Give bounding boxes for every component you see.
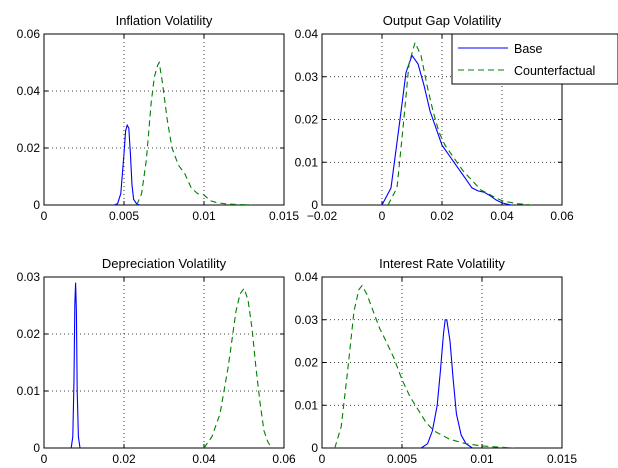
y-tick-label: 0.03 (17, 270, 41, 284)
panel-depreciation-volatility: 0 0.02 0.04 0.06 0 0.01 0.02 0.03 Depreciation V… (17, 256, 296, 466)
legend-label-base: Base (514, 42, 543, 56)
panel-inflation-volatility: 0 0.005 0.01 0.015 0 0.02 0.04 0.06 Inflation Vo… (17, 13, 300, 223)
x-tick-label: 0.01 (192, 209, 216, 223)
x-tick-label: 0.005 (109, 209, 139, 223)
panel-title: Inflation Volatility (116, 13, 213, 28)
x-tick-label: 0.04 (192, 452, 216, 466)
y-tick-label: 0.02 (295, 356, 319, 370)
x-tick-label: 0 (319, 452, 326, 466)
x-tick-label: 0.06 (272, 452, 296, 466)
x-tick-label: 0.01 (470, 452, 494, 466)
y-tick-label: 0.01 (17, 384, 41, 398)
x-tick-label: 0.005 (387, 452, 417, 466)
panel-title: Output Gap Volatility (383, 13, 502, 28)
series-line-counterfactual (334, 284, 515, 448)
y-tick-label: 0 (33, 441, 40, 455)
y-tick-label: 0.02 (17, 141, 41, 155)
x-tick-label: 0 (41, 209, 48, 223)
x-tick-label: 0.04 (490, 209, 514, 223)
series-line-counterfactual (387, 41, 533, 205)
y-tick-label: 0.03 (295, 313, 319, 327)
x-tick-label: 0.02 (430, 209, 454, 223)
panel-output-gap-volatility: −0.02 0 0.02 0.04 0.0600.010.020.030.04Outpu… (295, 13, 574, 223)
series-line-counterfactual (136, 60, 253, 205)
axes-frame (43, 276, 285, 449)
y-tick-label: 0.02 (17, 327, 41, 341)
series-line-base (381, 54, 512, 205)
series-line-base (420, 319, 473, 448)
legend: Base Counterfactual (451, 33, 618, 85)
panel-title: Depreciation Volatility (102, 256, 227, 271)
x-tick-label: 0 (41, 452, 48, 466)
panel-interest-rate-volatility: 0 0.005 0.01 0.015 0 0.01 0.02 0.03 0.04 Interest… (295, 256, 578, 466)
y-tick-label: 0.03 (295, 70, 319, 84)
series-line-base (70, 282, 81, 448)
y-tick-label: 0.06 (17, 27, 41, 41)
y-tick-label: 0.01 (295, 155, 319, 169)
y-tick-label: 0.04 (295, 270, 319, 284)
axes-frame (43, 33, 285, 206)
y-tick-label: 0.04 (17, 84, 41, 98)
y-tick-label: 0.04 (295, 27, 319, 41)
x-tick-label: 0.06 (550, 209, 574, 223)
x-tick-label: 0.015 (547, 452, 577, 466)
y-tick-label: 0.01 (295, 398, 319, 412)
y-tick-label: 0 (33, 198, 40, 212)
y-tick-label: 0.02 (295, 113, 319, 127)
x-tick-label: −0.02 (307, 209, 338, 223)
legend-box (451, 33, 618, 85)
series-line-counterfactual (203, 287, 273, 448)
y-tick-label: 0 (311, 198, 318, 212)
series-line-base (114, 123, 141, 205)
y-tick-label: 0 (311, 441, 318, 455)
x-tick-label: 0.015 (269, 209, 299, 223)
x-tick-label: 0.02 (112, 452, 136, 466)
x-tick-label: 0 (379, 209, 386, 223)
panel-title: Interest Rate Volatility (379, 256, 505, 271)
legend-label-counterfactual: Counterfactual (514, 64, 595, 78)
